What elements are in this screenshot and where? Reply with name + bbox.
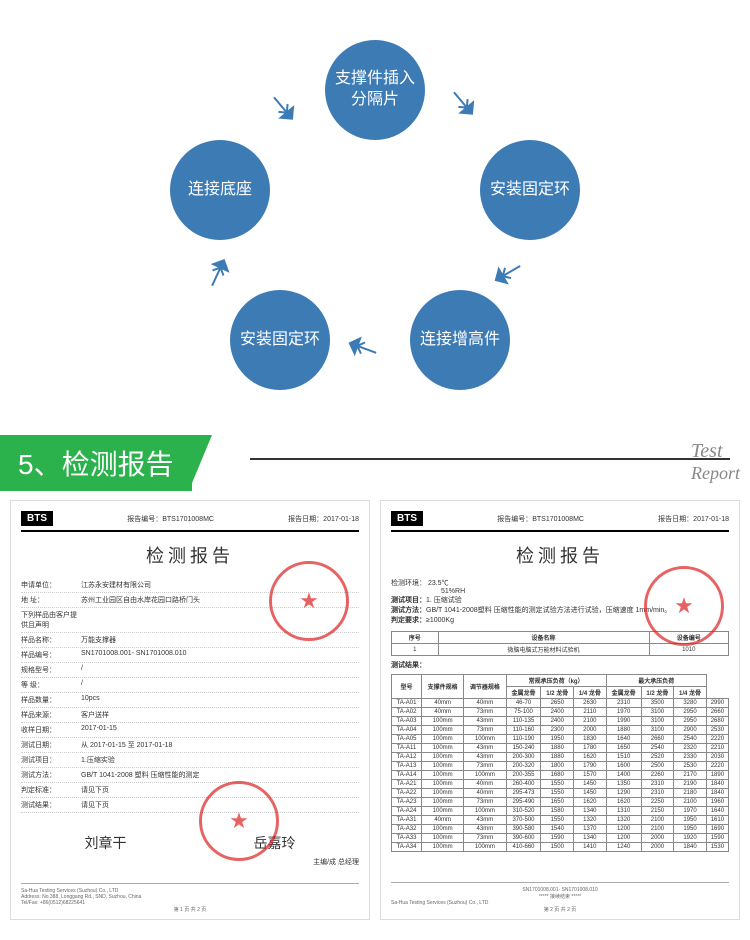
cycle-arrow	[194, 249, 242, 297]
red-stamp	[269, 561, 349, 641]
reports-row: BTS 报告编号：BTS1701008MC 报告日期：2017-01-18 检测…	[0, 490, 750, 930]
cycle-node: 支撑件插入分隔片	[325, 40, 425, 140]
report-title: 检测报告	[391, 542, 729, 568]
cycle-arrow	[438, 78, 489, 129]
section-subtitle: Test Report	[691, 440, 740, 484]
cycle-node: 安装固定环	[480, 140, 580, 240]
results-table: 型号支撑件规格调节器规格常规承压负荷（kg）最大承压负荷金属龙骨1/2 龙骨1/…	[391, 674, 729, 852]
cycle-node: 安装固定环	[230, 290, 330, 390]
signatures: 刘章干 岳嘉玲	[21, 833, 359, 853]
red-stamp	[199, 781, 279, 861]
bts-logo: BTS	[391, 511, 423, 526]
report-field: 测试结果：请见下页	[21, 798, 359, 813]
section-header: 5、检测报告 Test Report	[0, 430, 750, 490]
report-field: 测试日期：从 2017-01-15 至 2017-01-18	[21, 738, 359, 753]
report-field: 规格型号：/	[21, 663, 359, 678]
bts-logo: BTS	[21, 511, 53, 526]
cycle-node: 连接增高件	[410, 290, 510, 390]
report-field: 测试方法：GB/T 1041-2008 塑料 压缩性能的测定	[21, 768, 359, 783]
cycle-arrow	[258, 83, 309, 134]
report-footer: Sa-Hua Testing Services (Suzhou) Co., LT…	[21, 883, 359, 913]
report-footer: SN1701008.001- SN1701008.010 ***** 接续结束 …	[391, 882, 729, 913]
cycle-diagram: 支撑件插入分隔片安装固定环连接增高件安装固定环连接底座	[0, 0, 750, 420]
cycle-arrow	[483, 248, 532, 297]
report-field: 等 级：/	[21, 678, 359, 693]
cycle-node: 连接底座	[170, 140, 270, 240]
test-report-page-2: BTS 报告编号：BTS1701008MC 报告日期：2017-01-18 检测…	[380, 500, 740, 920]
cycle-arrow	[340, 325, 386, 371]
report-field: 样品数量：10pcs	[21, 693, 359, 708]
section-title: 5、检测报告	[0, 435, 192, 491]
red-stamp	[644, 566, 724, 646]
report-field: 判定标准：请见下页	[21, 783, 359, 798]
report-field: 样品编号：SN1701008.001- SN1701008.010	[21, 648, 359, 663]
report-field: 测试项目：1.压缩实验	[21, 753, 359, 768]
report-field: 收样日期：2017-01-15	[21, 723, 359, 738]
test-report-page-1: BTS 报告编号：BTS1701008MC 报告日期：2017-01-18 检测…	[10, 500, 370, 920]
divider-line	[250, 458, 730, 460]
report-field: 样品来源：客户送样	[21, 708, 359, 723]
